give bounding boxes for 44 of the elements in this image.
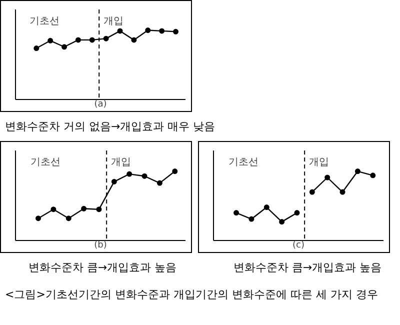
point [50, 206, 56, 212]
text: 개입 [111, 156, 132, 168]
point [234, 210, 240, 216]
point [354, 168, 360, 174]
point [248, 216, 254, 222]
text: 기초선 [29, 16, 60, 27]
x-axis-title: (b) [94, 240, 107, 250]
point [156, 180, 162, 186]
point [159, 28, 165, 34]
point [36, 216, 42, 222]
text: 기초선 [30, 156, 61, 168]
point [309, 189, 315, 195]
point [172, 28, 178, 34]
point [126, 171, 132, 177]
point [172, 168, 178, 174]
text: 변화수준차 거의 없음→개입효과 매우 낮음 [5, 119, 216, 135]
point [103, 36, 109, 42]
text: 변화수준차 큼→개입효과 높음 [28, 260, 177, 276]
point [62, 44, 68, 50]
text: 변화수준차 큼→개입효과 높음 [233, 260, 382, 276]
x-axis-title: (a) [94, 100, 107, 110]
point [89, 37, 95, 43]
point [48, 38, 54, 44]
point [142, 173, 148, 179]
point [324, 174, 330, 180]
point [96, 206, 102, 212]
point [81, 206, 87, 212]
text: 기초선 [228, 156, 259, 168]
point [370, 172, 376, 178]
x-axis-title: (c) [292, 240, 304, 250]
point [340, 189, 346, 195]
point [294, 210, 300, 216]
point [131, 37, 137, 43]
point [66, 216, 72, 222]
point [111, 178, 117, 184]
text: <그림>기초선기간의 변화수준과 개입기간의 변화수준에 따른 세 가지 경우 [5, 287, 378, 303]
point [117, 28, 123, 34]
text: 개입 [103, 16, 124, 27]
point [279, 219, 285, 225]
point [264, 204, 270, 210]
point [75, 37, 81, 43]
point [145, 28, 151, 34]
point [34, 46, 40, 52]
text: 개입 [309, 156, 330, 168]
